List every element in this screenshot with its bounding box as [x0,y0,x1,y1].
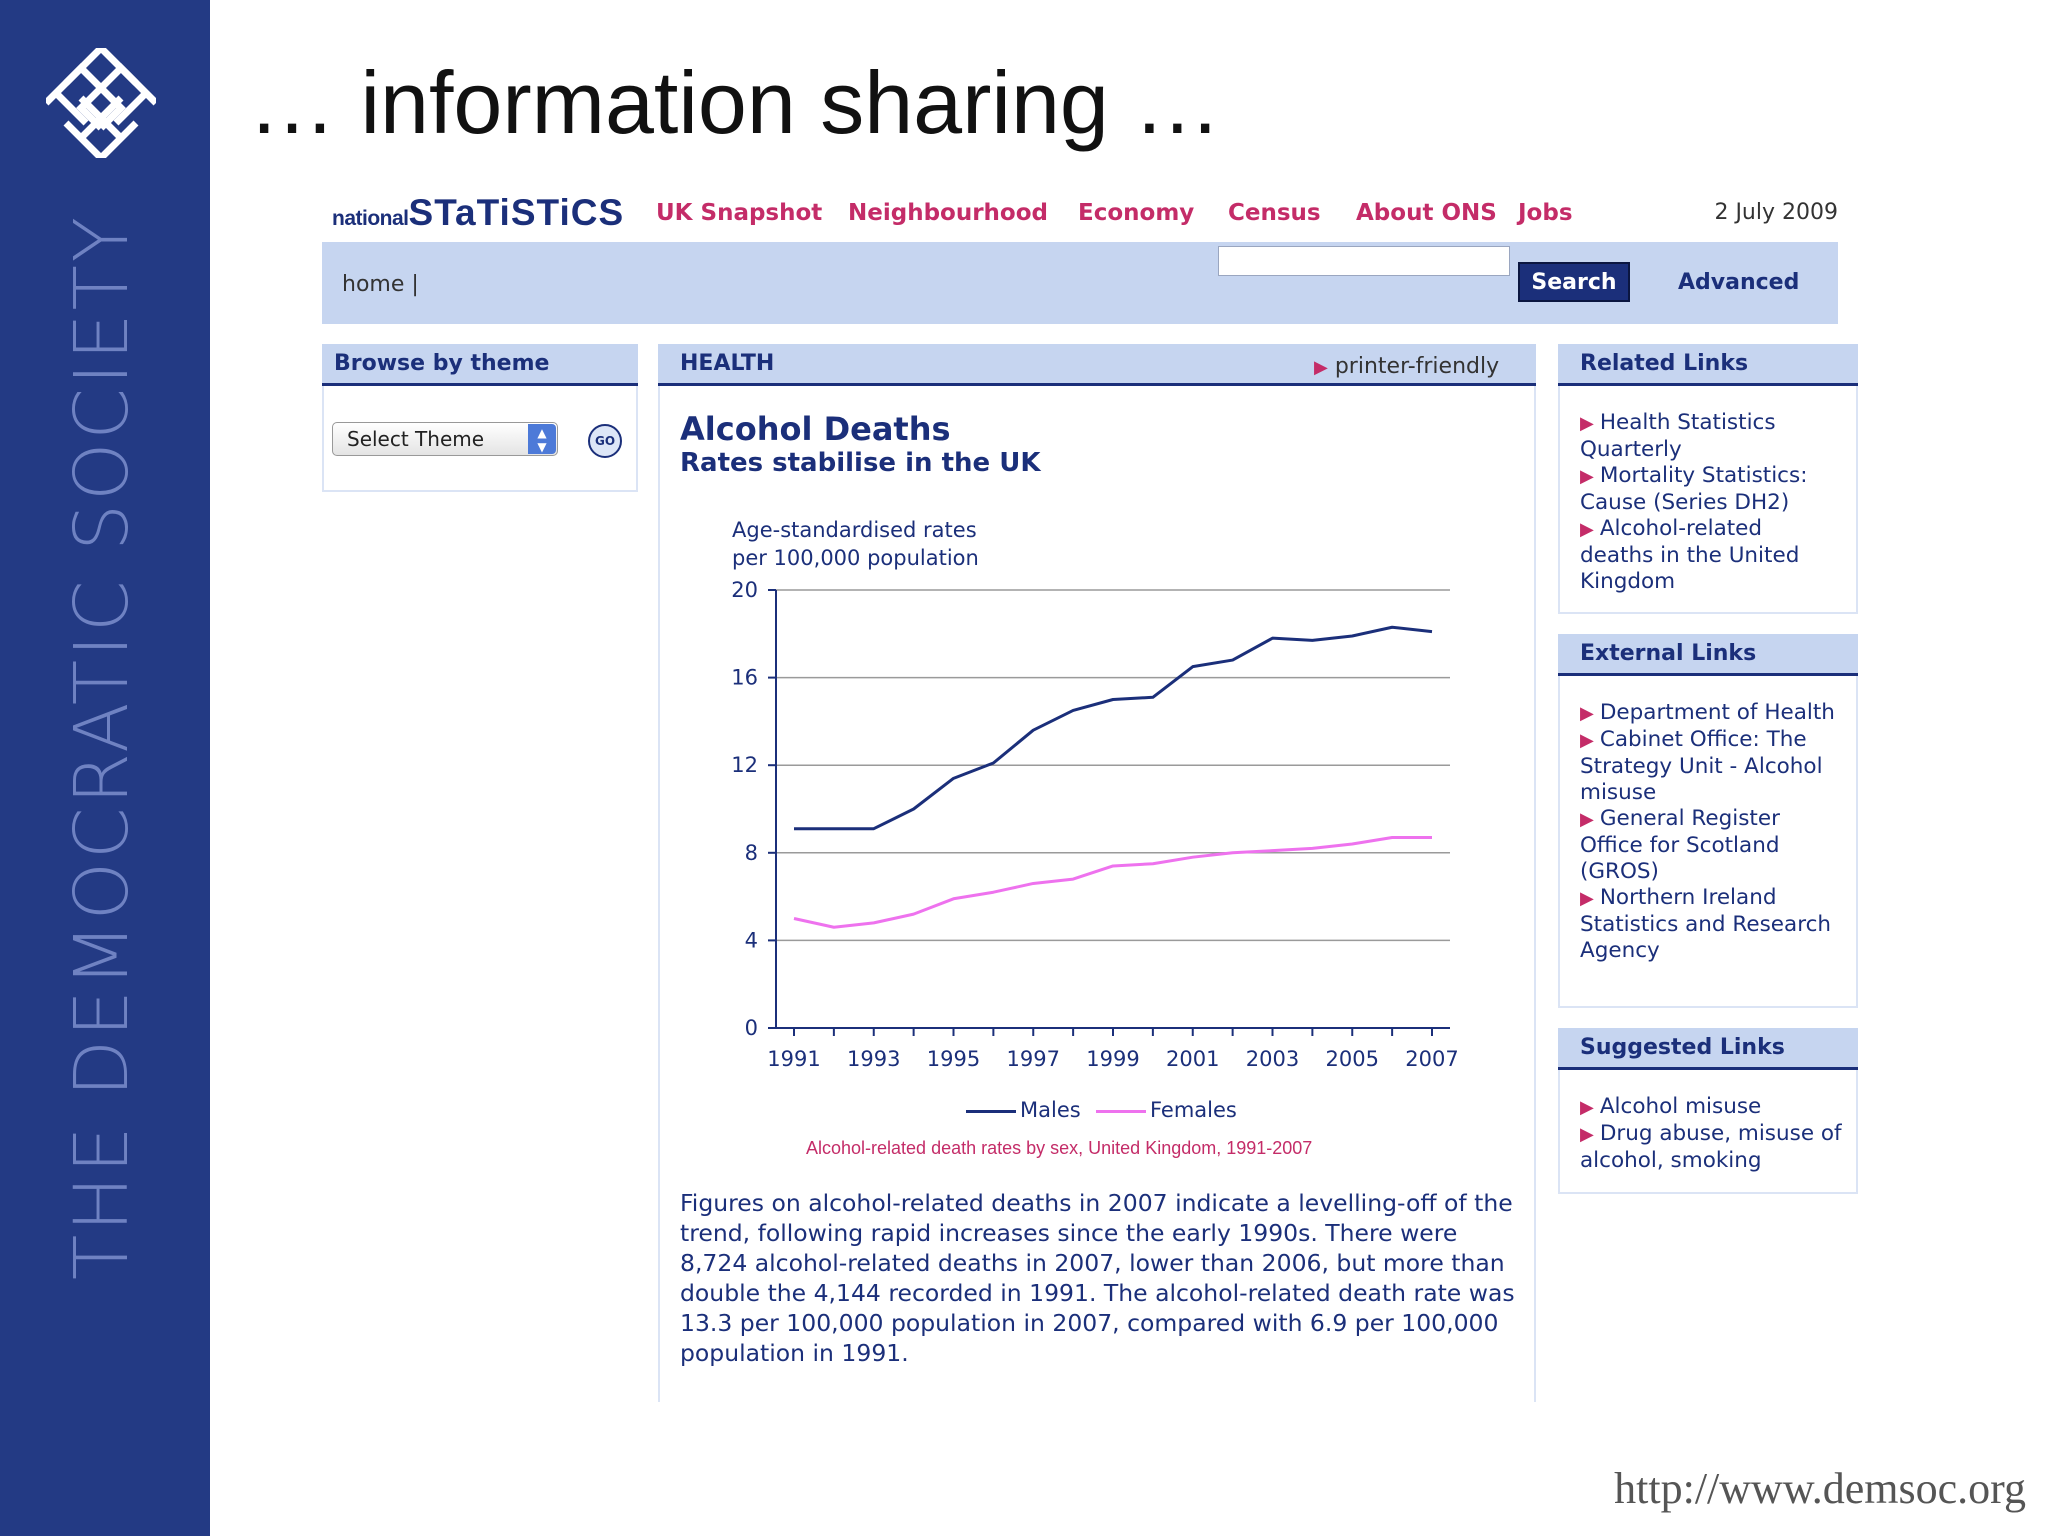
suggested-links-header: Suggested Links [1558,1028,1858,1070]
nav-neighbourhood[interactable]: Neighbourhood [848,200,1048,226]
x-tick-label: 1993 [847,1047,900,1071]
legend-females-swatch [1096,1109,1146,1113]
printer-friendly-link[interactable]: ▶ printer-friendly [1314,354,1499,379]
x-tick-label: 2001 [1166,1047,1219,1071]
nav-census[interactable]: Census [1228,200,1321,226]
suggested-link-1[interactable]: ▶ Drug abuse, misuse of alcohol, smoking [1580,1121,1842,1174]
related-link-label: Health Statistics Quarterly [1580,410,1776,462]
external-link-label: Cabinet Office: The Strategy Unit - Alco… [1580,727,1823,805]
external-links-list: ▶ Department of Health ▶ Cabinet Office: Th… [1580,700,1842,964]
external-link-label: General Register Office for Scotland (GR… [1580,806,1780,884]
external-link-2[interactable]: ▶ General Register Office for Scotland (G… [1580,806,1842,885]
y-tick-label: 8 [745,841,758,865]
suggested-links-panel [1558,1070,1858,1194]
go-button[interactable]: GO [588,424,622,458]
slide-title: … information sharing … [248,53,1222,152]
x-tick-label: 2005 [1326,1047,1379,1071]
arrow-right-icon: ▶ [1580,1097,1594,1118]
section-header: HEALTH [658,344,1536,386]
arrow-right-icon: ▶ [1314,357,1328,378]
y-tick-label: 20 [731,578,758,602]
legend-females-label: Females [1150,1098,1237,1122]
chart-ylabel: Age-standardised rates per 100,000 popul… [732,516,979,572]
nav-about-ons[interactable]: About ONS [1356,200,1497,226]
article-body: Figures on alcohol-related deaths in 200… [680,1189,1515,1367]
arrow-right-icon: ▶ [1580,730,1594,751]
related-link-1[interactable]: ▶ Mortality Statistics: Cause (Series DH2… [1580,463,1842,516]
legend-males-swatch [966,1109,1016,1113]
related-links-list: ▶ Health Statistics Quarterly ▶ Mortality S… [1580,410,1842,595]
nav-uk-snapshot[interactable]: UK Snapshot [656,200,823,226]
x-tick-label: 1995 [927,1047,980,1071]
demsoc-logo-icon [46,48,156,158]
arrow-right-icon: ▶ [1580,466,1594,487]
related-links-header: Related Links [1558,344,1858,386]
article-subtitle: Rates stabilise in the UK [680,448,1041,478]
legend-males: Males [966,1098,1081,1122]
search-input[interactable] [1218,246,1510,276]
search-button[interactable]: Search [1518,262,1630,302]
external-link-1[interactable]: ▶ Cabinet Office: The Strategy Unit - Alc… [1580,727,1842,806]
suggested-link-label: Drug abuse, misuse of alcohol, smoking [1580,1121,1842,1173]
nav-jobs[interactable]: Jobs [1518,200,1573,226]
brand-small-text: national [332,207,409,230]
series-line-males [794,625,1433,831]
home-link[interactable]: home | [342,272,419,297]
suggested-link-0[interactable]: ▶ Alcohol misuse [1580,1094,1842,1121]
related-link-label: Mortality Statistics: Cause (Series DH2) [1580,463,1808,515]
y-tick-label: 16 [731,666,758,690]
arrow-right-icon: ▶ [1580,1124,1594,1145]
x-tick-label: 2007 [1405,1047,1458,1071]
theme-select[interactable]: Select Theme ▲ ▼ [332,422,558,456]
external-links-header: External Links [1558,634,1858,676]
related-link-label: Alcohol-related deaths in the United Kin… [1580,516,1800,594]
brand-big-text: STaTiSTiCS [408,192,625,233]
y-tick-label: 4 [745,928,758,952]
related-link-0[interactable]: ▶ Health Statistics Quarterly [1580,410,1842,463]
external-link-3[interactable]: ▶ Northern Ireland Statistics and Researc… [1580,885,1842,964]
arrow-right-icon: ▶ [1580,413,1594,434]
x-tick-label: 1999 [1086,1047,1139,1071]
suggested-link-label: Alcohol misuse [1599,1094,1762,1119]
site-date: 2 July 2009 [1714,200,1838,225]
select-arrows-icon: ▲ ▼ [528,424,556,454]
legend-males-label: Males [1020,1098,1081,1122]
brand-logo[interactable]: nationalSTaTiSTiCS [332,192,624,234]
x-tick-label: 2003 [1246,1047,1299,1071]
arrow-right-icon: ▶ [1580,703,1594,724]
chart-ylabel-line-2: per 100,000 population [732,546,979,570]
chart-ylabel-line-1: Age-standardised rates [732,518,977,542]
browse-header: Browse by theme [322,344,638,386]
external-link-label: Northern Ireland Statistics and Research… [1580,885,1832,963]
x-tick-label: 1991 [767,1047,820,1071]
footer-url: http://www.demsoc.org [1614,1464,2026,1513]
external-link-0[interactable]: ▶ Department of Health [1580,700,1842,727]
article-panel [658,386,1536,1402]
alcohol-deaths-chart: 0 4 8 12 16 20 1991 1993 1995 1997 1999 2001 2003 200… [731,578,1458,1071]
chart-caption: Alcohol-related death rates by sex, Unit… [806,1138,1313,1158]
printer-friendly-label: printer-friendly [1334,354,1500,379]
advanced-search-link[interactable]: Advanced [1678,270,1800,295]
article-title: Alcohol Deaths [680,410,951,448]
arrow-right-icon: ▶ [1580,519,1594,540]
external-links-panel [1558,676,1858,1008]
nav-economy[interactable]: Economy [1078,200,1195,226]
related-link-2[interactable]: ▶ Alcohol-related deaths in the United Ki… [1580,516,1842,595]
arrow-right-icon: ▶ [1580,809,1594,830]
series-line-females [793,835,1432,929]
arrow-right-icon: ▶ [1580,888,1594,909]
suggested-links-list: ▶ Alcohol misuse ▶ Drug abuse, misuse of al… [1580,1094,1842,1174]
y-tick-label: 0 [745,1016,758,1040]
theme-select-value: Select Theme [347,427,485,451]
slide-sidebar: THE DEMOCRATIC SOCIETY [0,0,210,1536]
legend-females: Females [1096,1098,1237,1122]
external-link-label: Department of Health [1599,700,1835,725]
x-tick-label: 1997 [1007,1047,1060,1071]
related-links-panel [1558,386,1858,614]
y-tick-label: 12 [731,753,758,777]
